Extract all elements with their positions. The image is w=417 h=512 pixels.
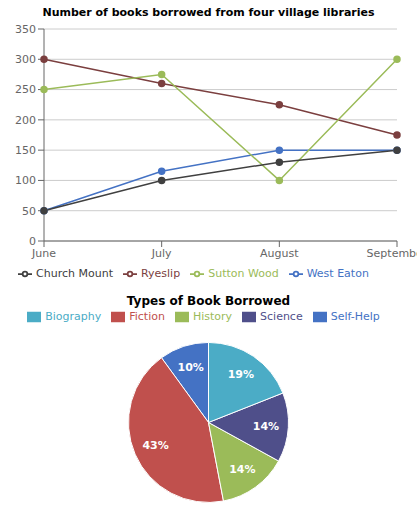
svg-text:June: June — [31, 247, 56, 260]
svg-text:10%: 10% — [178, 361, 204, 374]
svg-text:250: 250 — [15, 83, 36, 96]
html-text:Sutton Wood: Sutton Wood — [208, 267, 279, 280]
svg-text:150: 150 — [15, 144, 36, 157]
html-text:Fiction: Fiction — [129, 310, 165, 323]
svg-text:September: September — [367, 247, 409, 260]
html-text:Biography: Biography — [45, 310, 102, 323]
html-text:History: History — [192, 310, 232, 323]
svg-text:200: 200 — [15, 114, 36, 127]
svg-text:100: 100 — [15, 174, 36, 187]
svg-text:0: 0 — [29, 235, 36, 248]
html-text:Types of Book Borrowed: Types of Book Borrowed — [126, 294, 291, 308]
svg-text:43%: 43% — [142, 439, 168, 452]
svg-text:300: 300 — [15, 53, 36, 66]
html-text:Ryeslip: Ryeslip — [141, 267, 181, 280]
html-text:Number of books borrowed from: Number of books borrowed from four villa… — [42, 6, 375, 19]
html-text:Church Mount: Church Mount — [36, 267, 113, 280]
html-text:Science: Science — [260, 310, 303, 323]
html-text:West Eaton: West Eaton — [306, 267, 369, 280]
svg-text:350: 350 — [15, 23, 36, 36]
svg-text:14%: 14% — [229, 463, 255, 476]
svg-text:50: 50 — [22, 205, 36, 218]
svg-text:19%: 19% — [228, 368, 254, 381]
html-text:Self-Help: Self-Help — [330, 310, 380, 323]
svg-text:August: August — [260, 247, 299, 260]
svg-text:14%: 14% — [253, 420, 279, 433]
svg-text:July: July — [151, 247, 172, 260]
